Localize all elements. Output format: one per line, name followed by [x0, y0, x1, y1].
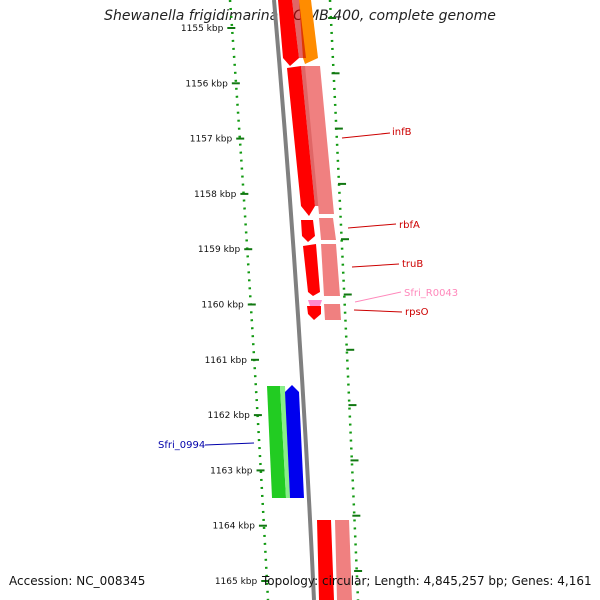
gene-rbfA-pair — [319, 218, 336, 240]
gene-red-bottom-pair — [335, 520, 352, 600]
tick-label: 1156 kbp — [185, 79, 228, 89]
label-rbfA[interactable]: rbfA — [399, 220, 420, 231]
label-Sfri_R0043[interactable]: Sfri_R0043 — [404, 288, 458, 299]
gene-Sfri_0994[interactable] — [285, 385, 304, 498]
leader-rpsO — [353, 309, 403, 313]
gene-red-top-shadow — [292, 0, 306, 58]
leader-infB — [341, 132, 391, 139]
gene-red-bottom[interactable] — [317, 520, 334, 600]
tick-label: 1155 kbp — [181, 24, 224, 34]
gene-green[interactable] — [267, 386, 286, 498]
label-rpsO[interactable]: rpsO — [405, 307, 429, 318]
gene-red-top[interactable] — [278, 0, 299, 66]
gene-rpsO-pair — [324, 304, 341, 320]
tick-track-right — [328, 0, 360, 600]
tick-label: 1163 kbp — [210, 466, 253, 476]
gene-green-light — [280, 386, 290, 498]
tick-label: 1158 kbp — [194, 190, 237, 200]
gene-infB-shadow — [301, 66, 319, 206]
gene-infB[interactable] — [287, 66, 315, 216]
topology-summary: Topology: circular; Length: 4,845,257 bp… — [262, 574, 592, 588]
tick-label: 1161 kbp — [205, 356, 248, 366]
leader-rbfA — [347, 223, 397, 229]
genome-backbone — [272, 0, 316, 600]
leader-Sfri_0994 — [204, 442, 255, 446]
gene-rpsO[interactable] — [307, 306, 321, 320]
gene-truB[interactable] — [303, 244, 320, 296]
leader-truB — [351, 263, 400, 268]
tick-label: 1159 kbp — [198, 245, 241, 255]
gene-infB-pair — [305, 66, 334, 214]
accession-text: Accession: NC_008345 — [9, 574, 146, 588]
tick-label: 1162 kbp — [207, 411, 250, 421]
tick-label: 1164 kbp — [213, 522, 256, 532]
gene-truB-pair — [321, 244, 340, 296]
tick-label: 1157 kbp — [190, 135, 233, 145]
label-Sfri_0994[interactable]: Sfri_0994 — [158, 440, 205, 451]
gene-Sfri_R0043[interactable] — [308, 300, 322, 306]
tick-label: 1165 kbp — [215, 577, 258, 587]
leader-Sfri_R0043 — [354, 291, 402, 303]
tick-label: 1160 kbp — [201, 301, 244, 311]
label-infB[interactable]: infB — [392, 127, 412, 138]
label-truB[interactable]: truB — [402, 259, 423, 270]
gene-rbfA[interactable] — [301, 220, 315, 242]
